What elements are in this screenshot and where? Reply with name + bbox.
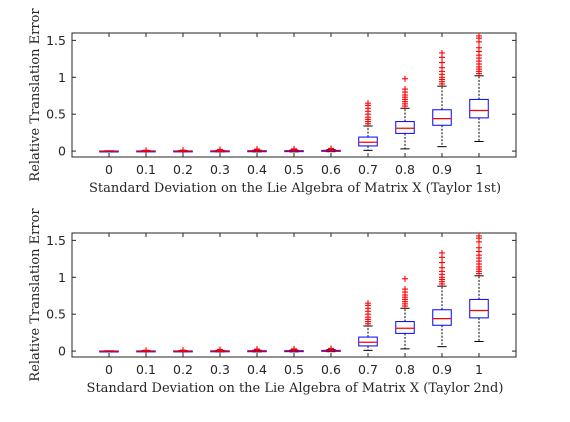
iqr-box — [470, 299, 489, 317]
iqr-box — [433, 310, 452, 326]
box-0.1 — [137, 147, 156, 153]
outlier — [402, 76, 408, 82]
box-0 — [100, 151, 119, 152]
outlier — [476, 45, 482, 51]
top-subplot: Standard Deviation on the Lie Algebra of… — [28, 8, 516, 196]
outlier — [439, 65, 445, 71]
x-tick-label: 0.1 — [136, 362, 156, 377]
y-tick-label: 1 — [58, 270, 66, 285]
box-0.5 — [285, 146, 304, 153]
x-tick-label: 0.2 — [173, 162, 193, 177]
x-tick-label: 0.2 — [173, 362, 193, 377]
iqr-box — [359, 137, 378, 146]
box-0.7 — [359, 300, 378, 350]
outlier — [402, 86, 408, 92]
box-0.4 — [248, 346, 267, 353]
box-0.9 — [433, 250, 452, 347]
x-tick-label: 0.5 — [284, 362, 304, 377]
x-tick-label: 0.5 — [284, 162, 304, 177]
box-0.6 — [322, 345, 341, 352]
y-tick-label: 1.5 — [46, 233, 66, 248]
x-tick-label: 0.9 — [432, 162, 452, 177]
y-axis-label: Relative Translation Error — [28, 208, 43, 382]
x-tick-label: 0.6 — [321, 362, 341, 377]
bottom-subplot: Standard Deviation on the Lie Algebra of… — [28, 208, 516, 396]
box-0.2 — [174, 347, 193, 353]
x-tick-label: 1 — [475, 162, 483, 177]
x-tick-label: 0.4 — [247, 162, 267, 177]
y-tick-label: 0 — [58, 144, 66, 159]
x-tick-label: 0.3 — [210, 162, 230, 177]
box-1 — [470, 33, 489, 142]
box-0.4 — [248, 146, 267, 153]
iqr-box — [433, 110, 452, 126]
x-axis-label: Standard Deviation on the Lie Algebra of… — [87, 381, 504, 396]
box-0.8 — [396, 76, 415, 149]
outlier — [439, 260, 445, 266]
box-0.3 — [211, 146, 230, 152]
plot-frame — [72, 33, 516, 157]
outlier — [439, 60, 445, 66]
x-axis-label: Standard Deviation on the Lie Algebra of… — [89, 181, 501, 196]
box-0.7 — [359, 100, 378, 150]
iqr-box — [396, 122, 415, 134]
x-tick-label: 0.6 — [321, 162, 341, 177]
outlier — [439, 250, 445, 256]
box-0.1 — [137, 347, 156, 353]
x-tick-label: 0.7 — [358, 162, 378, 177]
box-0.3 — [211, 346, 230, 352]
x-tick-label: 0 — [105, 162, 113, 177]
y-tick-label: 0 — [58, 344, 66, 359]
outlier — [402, 286, 408, 292]
y-axis-label: Relative Translation Error — [28, 8, 43, 182]
outlier — [439, 50, 445, 56]
box-1 — [470, 233, 489, 342]
y-tick-label: 1.5 — [46, 33, 66, 48]
x-tick-label: 0 — [105, 362, 113, 377]
x-tick-label: 0.8 — [395, 362, 415, 377]
box-0.5 — [285, 346, 304, 353]
box-0.8 — [396, 276, 415, 349]
x-tick-label: 0.3 — [210, 362, 230, 377]
box-0 — [100, 351, 119, 352]
x-tick-label: 0.7 — [358, 362, 378, 377]
box-0.6 — [322, 145, 341, 152]
outlier — [402, 276, 408, 282]
plot-frame — [72, 233, 516, 357]
x-tick-label: 0.1 — [136, 162, 156, 177]
y-tick-label: 0.5 — [46, 107, 66, 122]
box-0.9 — [433, 50, 452, 147]
y-tick-label: 1 — [58, 70, 66, 85]
iqr-box — [470, 99, 489, 117]
outlier — [476, 245, 482, 251]
x-tick-label: 0.9 — [432, 362, 452, 377]
x-tick-label: 0.8 — [395, 162, 415, 177]
x-tick-label: 0.4 — [247, 362, 267, 377]
outlier — [439, 265, 445, 271]
x-tick-label: 1 — [475, 362, 483, 377]
y-tick-label: 0.5 — [46, 307, 66, 322]
iqr-box — [359, 337, 378, 346]
box-0.2 — [174, 147, 193, 153]
iqr-box — [396, 322, 415, 334]
